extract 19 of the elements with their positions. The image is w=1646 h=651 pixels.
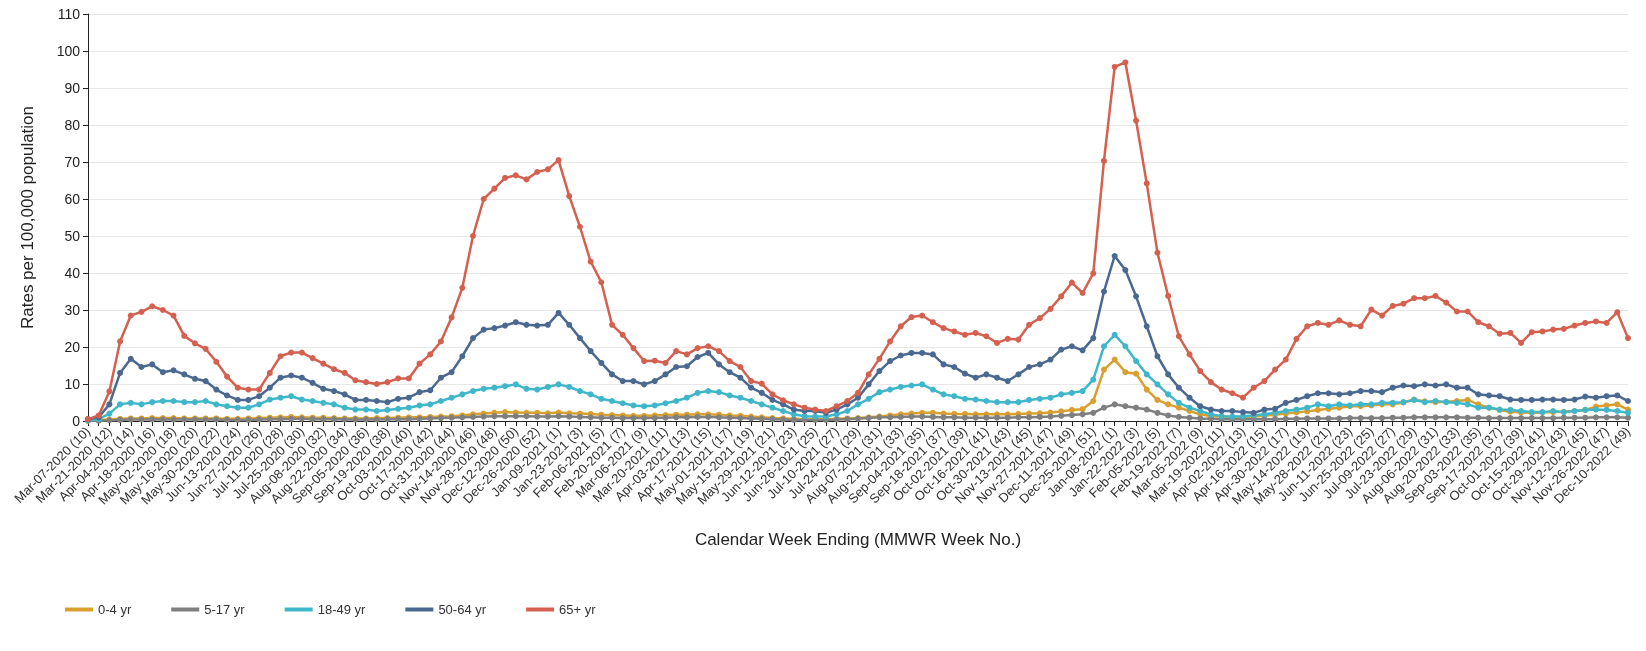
y-tick-label: 90 xyxy=(64,80,81,96)
y-tick-label: 40 xyxy=(64,265,81,281)
y-tick-label: 50 xyxy=(64,228,81,244)
legend-label: 18-49 yr xyxy=(317,602,367,617)
legend-label: 0-4 yr xyxy=(98,602,132,617)
y-tick-label: 60 xyxy=(64,191,81,207)
y-tick-label: 100 xyxy=(56,43,81,59)
x-axis-title: Calendar Week Ending (MMWR Week No.) xyxy=(694,530,1022,549)
y-axis-title: Rates per 100,000 population xyxy=(18,105,37,330)
y-tick-label: 80 xyxy=(64,117,81,133)
y-tick-label: 110 xyxy=(57,6,81,22)
y-tick-label: 70 xyxy=(64,154,81,170)
y-tick-label: 30 xyxy=(64,302,81,318)
y-tick-label: 20 xyxy=(64,339,81,355)
y-tick-label: 0 xyxy=(72,413,81,429)
legend-label: 5-17 yr xyxy=(204,602,246,617)
y-tick-label: 10 xyxy=(64,376,81,392)
legend-label: 50-64 yr xyxy=(438,602,487,617)
legend-label: 65+ yr xyxy=(559,602,597,617)
